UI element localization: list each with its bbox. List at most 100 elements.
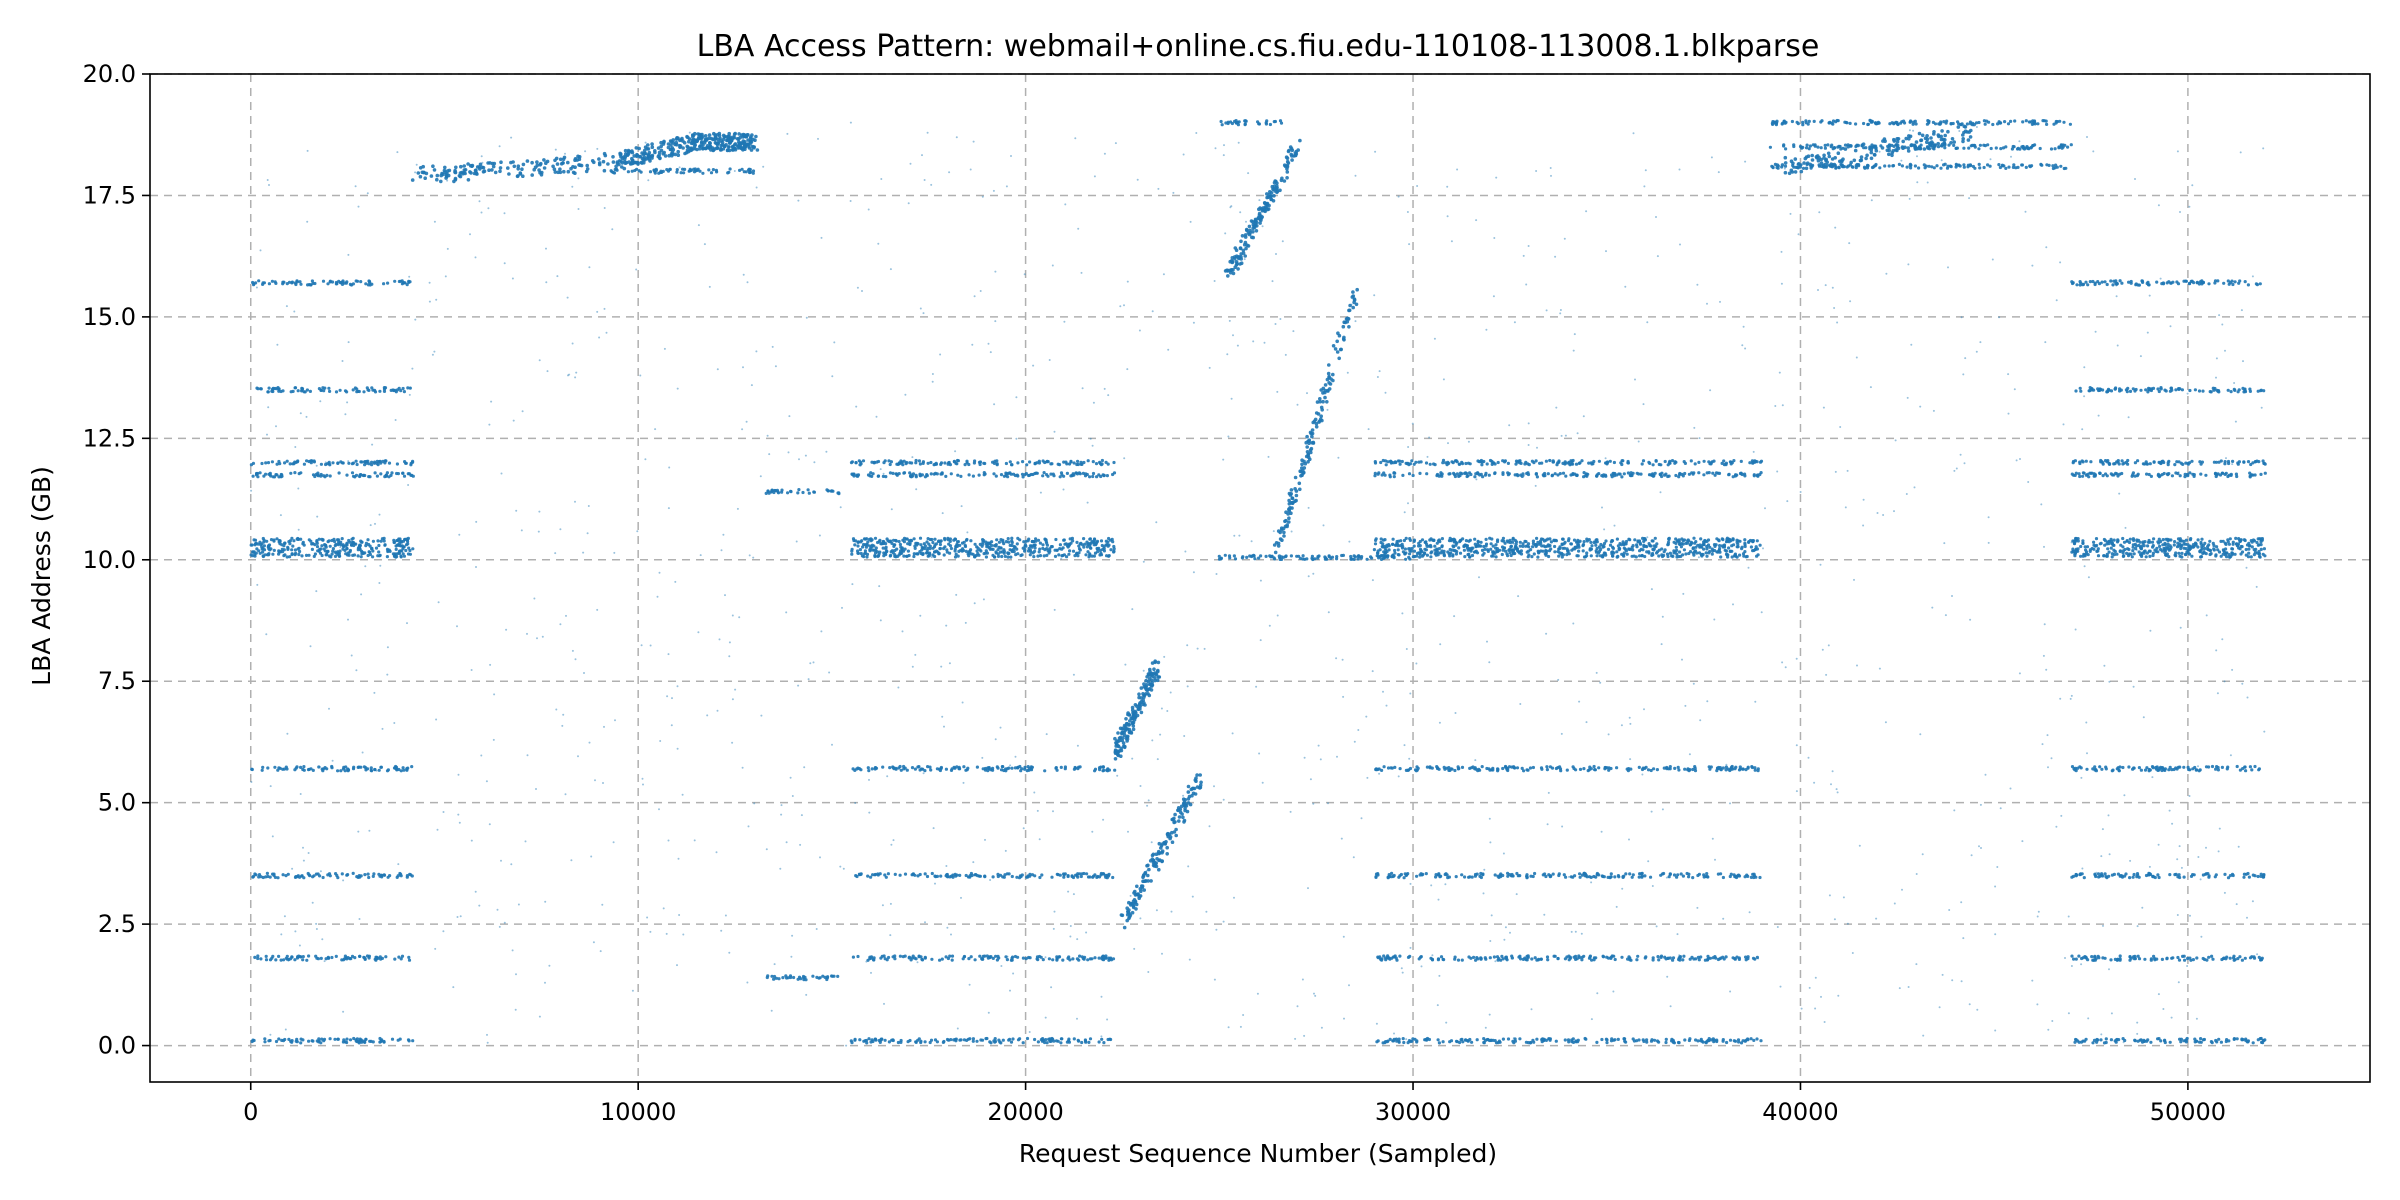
- data-point: [2252, 539, 2257, 543]
- data-point: [2096, 554, 2101, 558]
- data-point: [315, 539, 319, 543]
- data-point: [1534, 472, 1538, 476]
- data-point: [1392, 475, 1396, 479]
- data-point: [1617, 472, 1621, 476]
- data-point: [1024, 957, 1028, 961]
- data-point: [1033, 874, 1037, 878]
- data-point: [1631, 1037, 1635, 1041]
- data-point: [316, 474, 320, 478]
- data-point: [1744, 955, 1748, 959]
- data-point: [392, 766, 397, 770]
- data-point: [997, 540, 1002, 544]
- data-point: [400, 544, 404, 548]
- data-point: [1573, 472, 1577, 476]
- data-point: [2131, 471, 2135, 475]
- data-point: [1061, 553, 1065, 558]
- data-point: [1582, 540, 1586, 544]
- data-point: [967, 473, 971, 477]
- data-point: [1372, 548, 1376, 552]
- data-point: [2242, 460, 2246, 464]
- data-point: [402, 554, 406, 558]
- data-point: [2121, 1037, 2125, 1041]
- data-point: [1055, 872, 1059, 876]
- data-point: [1595, 871, 1599, 876]
- data-point: [2109, 958, 2113, 962]
- data-point: [1059, 1041, 1063, 1045]
- data-point: [261, 554, 265, 558]
- data-point: [802, 976, 806, 980]
- data-point: [250, 1039, 254, 1044]
- data-point: [328, 874, 332, 878]
- data-point: [1448, 554, 1452, 558]
- data-point: [1733, 874, 1738, 878]
- data-point: [355, 387, 359, 391]
- data-point: [963, 543, 967, 548]
- data-point: [1531, 539, 1535, 543]
- data-point: [1491, 768, 1495, 772]
- data-point: [402, 768, 406, 772]
- data-point: [382, 873, 387, 877]
- data-point: [272, 872, 276, 876]
- data-point: [2153, 548, 2157, 552]
- data-point: [909, 474, 913, 478]
- data-point: [883, 957, 887, 961]
- data-point: [1062, 873, 1066, 877]
- data-point: [2177, 873, 2181, 877]
- data-point: [1526, 472, 1531, 477]
- data-point: [399, 554, 403, 558]
- data-point: [1041, 474, 1045, 478]
- data-point: [2084, 1037, 2088, 1041]
- data-point: [1436, 539, 1440, 543]
- data-point: [996, 766, 1000, 770]
- data-point: [382, 1039, 386, 1044]
- data-point: [379, 539, 383, 543]
- data-point: [265, 539, 269, 543]
- data-point: [973, 459, 977, 463]
- data-point: [981, 540, 985, 544]
- data-point: [1456, 767, 1460, 771]
- data-point: [871, 873, 875, 877]
- data-point: [1450, 460, 1454, 464]
- data-point: [390, 1037, 395, 1041]
- data-point: [1086, 459, 1090, 463]
- data-point: [2086, 472, 2090, 476]
- data-point: [1107, 872, 1111, 877]
- data-point: [2088, 548, 2092, 552]
- data-point: [404, 548, 408, 553]
- data-point: [2139, 388, 2143, 392]
- data-point: [1072, 473, 1076, 477]
- data-point: [969, 539, 973, 543]
- data-point: [1638, 542, 1643, 546]
- data-point: [331, 461, 335, 465]
- data-point: [2104, 1037, 2108, 1041]
- data-point: [2091, 958, 2095, 962]
- data-point: [346, 767, 350, 771]
- data-point: [946, 462, 950, 466]
- data-point: [1611, 550, 1615, 554]
- data-point: [1731, 475, 1735, 479]
- data-point: [1005, 958, 1010, 962]
- data-point: [1440, 545, 1444, 549]
- data-point: [2077, 954, 2081, 958]
- data-point: [973, 555, 977, 559]
- data-point: [1412, 549, 1417, 553]
- data-point: [1673, 766, 1677, 771]
- data-point: [920, 957, 924, 961]
- data-point: [1033, 461, 1037, 465]
- data-point: [282, 544, 286, 548]
- data-point: [1725, 1040, 1729, 1045]
- data-point: [1470, 766, 1474, 770]
- data-point: [1419, 460, 1423, 464]
- data-point: [1549, 547, 1553, 551]
- data-point: [1469, 472, 1473, 477]
- data-point: [909, 538, 913, 543]
- data-point: [360, 460, 364, 464]
- data-point: [359, 1039, 363, 1043]
- data-point: [1041, 958, 1045, 962]
- data-point: [308, 283, 313, 287]
- data-point: [1085, 540, 1089, 544]
- data-point: [930, 871, 934, 876]
- data-point: [955, 543, 959, 547]
- data-point: [2084, 459, 2088, 463]
- data-point: [1482, 1040, 1486, 1045]
